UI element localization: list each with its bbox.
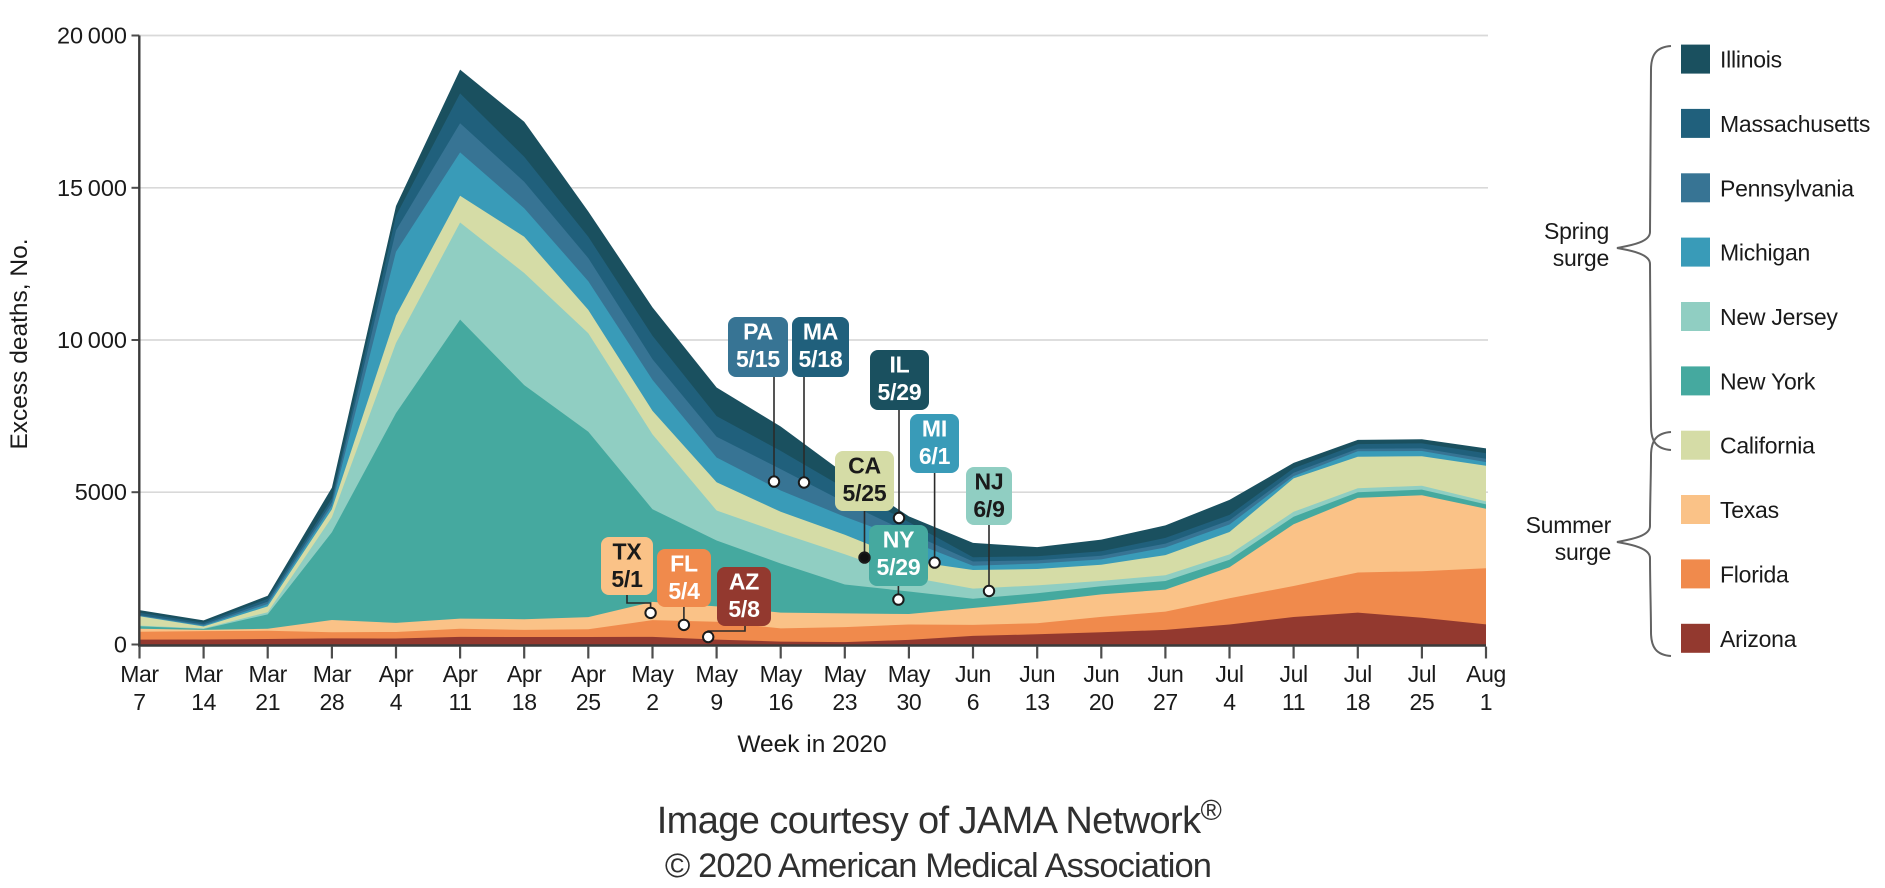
svg-text:16: 16 xyxy=(768,689,793,715)
svg-text:New York: New York xyxy=(1720,368,1816,394)
svg-text:6/9: 6/9 xyxy=(973,496,1004,522)
svg-text:Jul: Jul xyxy=(1215,661,1243,687)
svg-text:New Jersey: New Jersey xyxy=(1720,304,1838,330)
svg-text:5/29: 5/29 xyxy=(877,554,921,580)
svg-text:MI: MI xyxy=(922,416,947,442)
svg-text:0: 0 xyxy=(114,632,127,658)
svg-text:surge: surge xyxy=(1555,539,1611,565)
svg-text:surge: surge xyxy=(1553,245,1609,271)
svg-text:TX: TX xyxy=(613,539,643,565)
svg-text:25: 25 xyxy=(1410,689,1435,715)
svg-text:Pennsylvania: Pennsylvania xyxy=(1720,175,1854,201)
svg-text:May: May xyxy=(631,661,674,687)
svg-text:Massachusetts: Massachusetts xyxy=(1720,111,1870,137)
svg-text:Apr: Apr xyxy=(507,661,542,687)
svg-text:Spring: Spring xyxy=(1544,218,1609,244)
svg-text:NJ: NJ xyxy=(974,469,1003,495)
svg-text:Apr: Apr xyxy=(379,661,414,687)
svg-text:18: 18 xyxy=(512,689,537,715)
svg-text:Florida: Florida xyxy=(1720,561,1789,587)
svg-text:5/1: 5/1 xyxy=(611,566,643,592)
svg-text:20: 20 xyxy=(1089,689,1114,715)
svg-text:11: 11 xyxy=(449,689,472,715)
svg-text:6: 6 xyxy=(967,689,979,715)
svg-text:18: 18 xyxy=(1345,689,1370,715)
svg-text:30: 30 xyxy=(897,689,922,715)
svg-text:21: 21 xyxy=(255,689,280,715)
svg-text:NY: NY xyxy=(883,527,915,553)
svg-text:Mar: Mar xyxy=(248,661,287,687)
svg-text:Mar: Mar xyxy=(120,661,159,687)
svg-text:15 000: 15 000 xyxy=(57,175,127,201)
svg-text:7: 7 xyxy=(133,689,145,715)
svg-text:Image courtesy of JAMA Network: Image courtesy of JAMA Network® xyxy=(657,795,1222,842)
svg-text:MA: MA xyxy=(803,319,838,345)
svg-text:23: 23 xyxy=(832,689,857,715)
svg-text:Apr: Apr xyxy=(443,661,478,687)
svg-text:© 2020 American Medical Associ: © 2020 American Medical Association xyxy=(665,847,1211,885)
svg-text:May: May xyxy=(824,661,867,687)
svg-text:Jul: Jul xyxy=(1279,661,1307,687)
svg-text:Aug: Aug xyxy=(1466,661,1506,687)
svg-text:9: 9 xyxy=(710,689,722,715)
svg-text:Mar: Mar xyxy=(313,661,352,687)
svg-text:FL: FL xyxy=(670,551,698,577)
svg-text:Week in 2020: Week in 2020 xyxy=(737,731,886,758)
svg-text:Mar: Mar xyxy=(184,661,223,687)
svg-text:27: 27 xyxy=(1153,689,1178,715)
svg-text:5/29: 5/29 xyxy=(878,379,922,405)
svg-text:4: 4 xyxy=(390,689,403,715)
svg-text:IL: IL xyxy=(889,352,909,378)
svg-text:5/15: 5/15 xyxy=(736,346,780,372)
svg-text:5/25: 5/25 xyxy=(843,480,887,506)
svg-text:AZ: AZ xyxy=(729,569,759,595)
svg-text:May: May xyxy=(695,661,738,687)
svg-text:11: 11 xyxy=(1282,689,1305,715)
svg-text:25: 25 xyxy=(576,689,601,715)
svg-text:4: 4 xyxy=(1223,689,1236,715)
svg-text:2: 2 xyxy=(646,689,658,715)
svg-text:13: 13 xyxy=(1025,689,1050,715)
svg-text:Michigan: Michigan xyxy=(1720,240,1810,266)
svg-text:14: 14 xyxy=(191,689,216,715)
svg-text:Texas: Texas xyxy=(1720,497,1779,523)
svg-text:PA: PA xyxy=(743,319,773,345)
svg-text:Illinois: Illinois xyxy=(1720,47,1782,73)
svg-text:10 000: 10 000 xyxy=(57,327,127,353)
svg-text:Jun: Jun xyxy=(1147,661,1183,687)
svg-text:CA: CA xyxy=(848,453,881,479)
svg-text:Jun: Jun xyxy=(1083,661,1119,687)
svg-text:Summer: Summer xyxy=(1526,512,1612,538)
svg-text:California: California xyxy=(1720,433,1815,459)
svg-text:Jun: Jun xyxy=(1019,661,1055,687)
svg-text:5/8: 5/8 xyxy=(728,596,760,622)
svg-text:5/4: 5/4 xyxy=(668,578,700,604)
svg-text:Jul: Jul xyxy=(1408,661,1436,687)
svg-text:28: 28 xyxy=(320,689,345,715)
svg-text:1: 1 xyxy=(1480,689,1492,715)
svg-text:Apr: Apr xyxy=(571,661,606,687)
svg-text:20 000: 20 000 xyxy=(57,23,127,49)
svg-text:Jul: Jul xyxy=(1344,661,1372,687)
svg-text:May: May xyxy=(888,661,931,687)
svg-text:5000: 5000 xyxy=(75,479,127,505)
svg-text:May: May xyxy=(760,661,803,687)
svg-text:Arizona: Arizona xyxy=(1720,626,1797,652)
svg-text:6/1: 6/1 xyxy=(919,443,951,469)
svg-text:Jun: Jun xyxy=(955,661,991,687)
svg-text:5/18: 5/18 xyxy=(799,346,843,372)
svg-text:Excess deaths, No.: Excess deaths, No. xyxy=(6,238,33,449)
